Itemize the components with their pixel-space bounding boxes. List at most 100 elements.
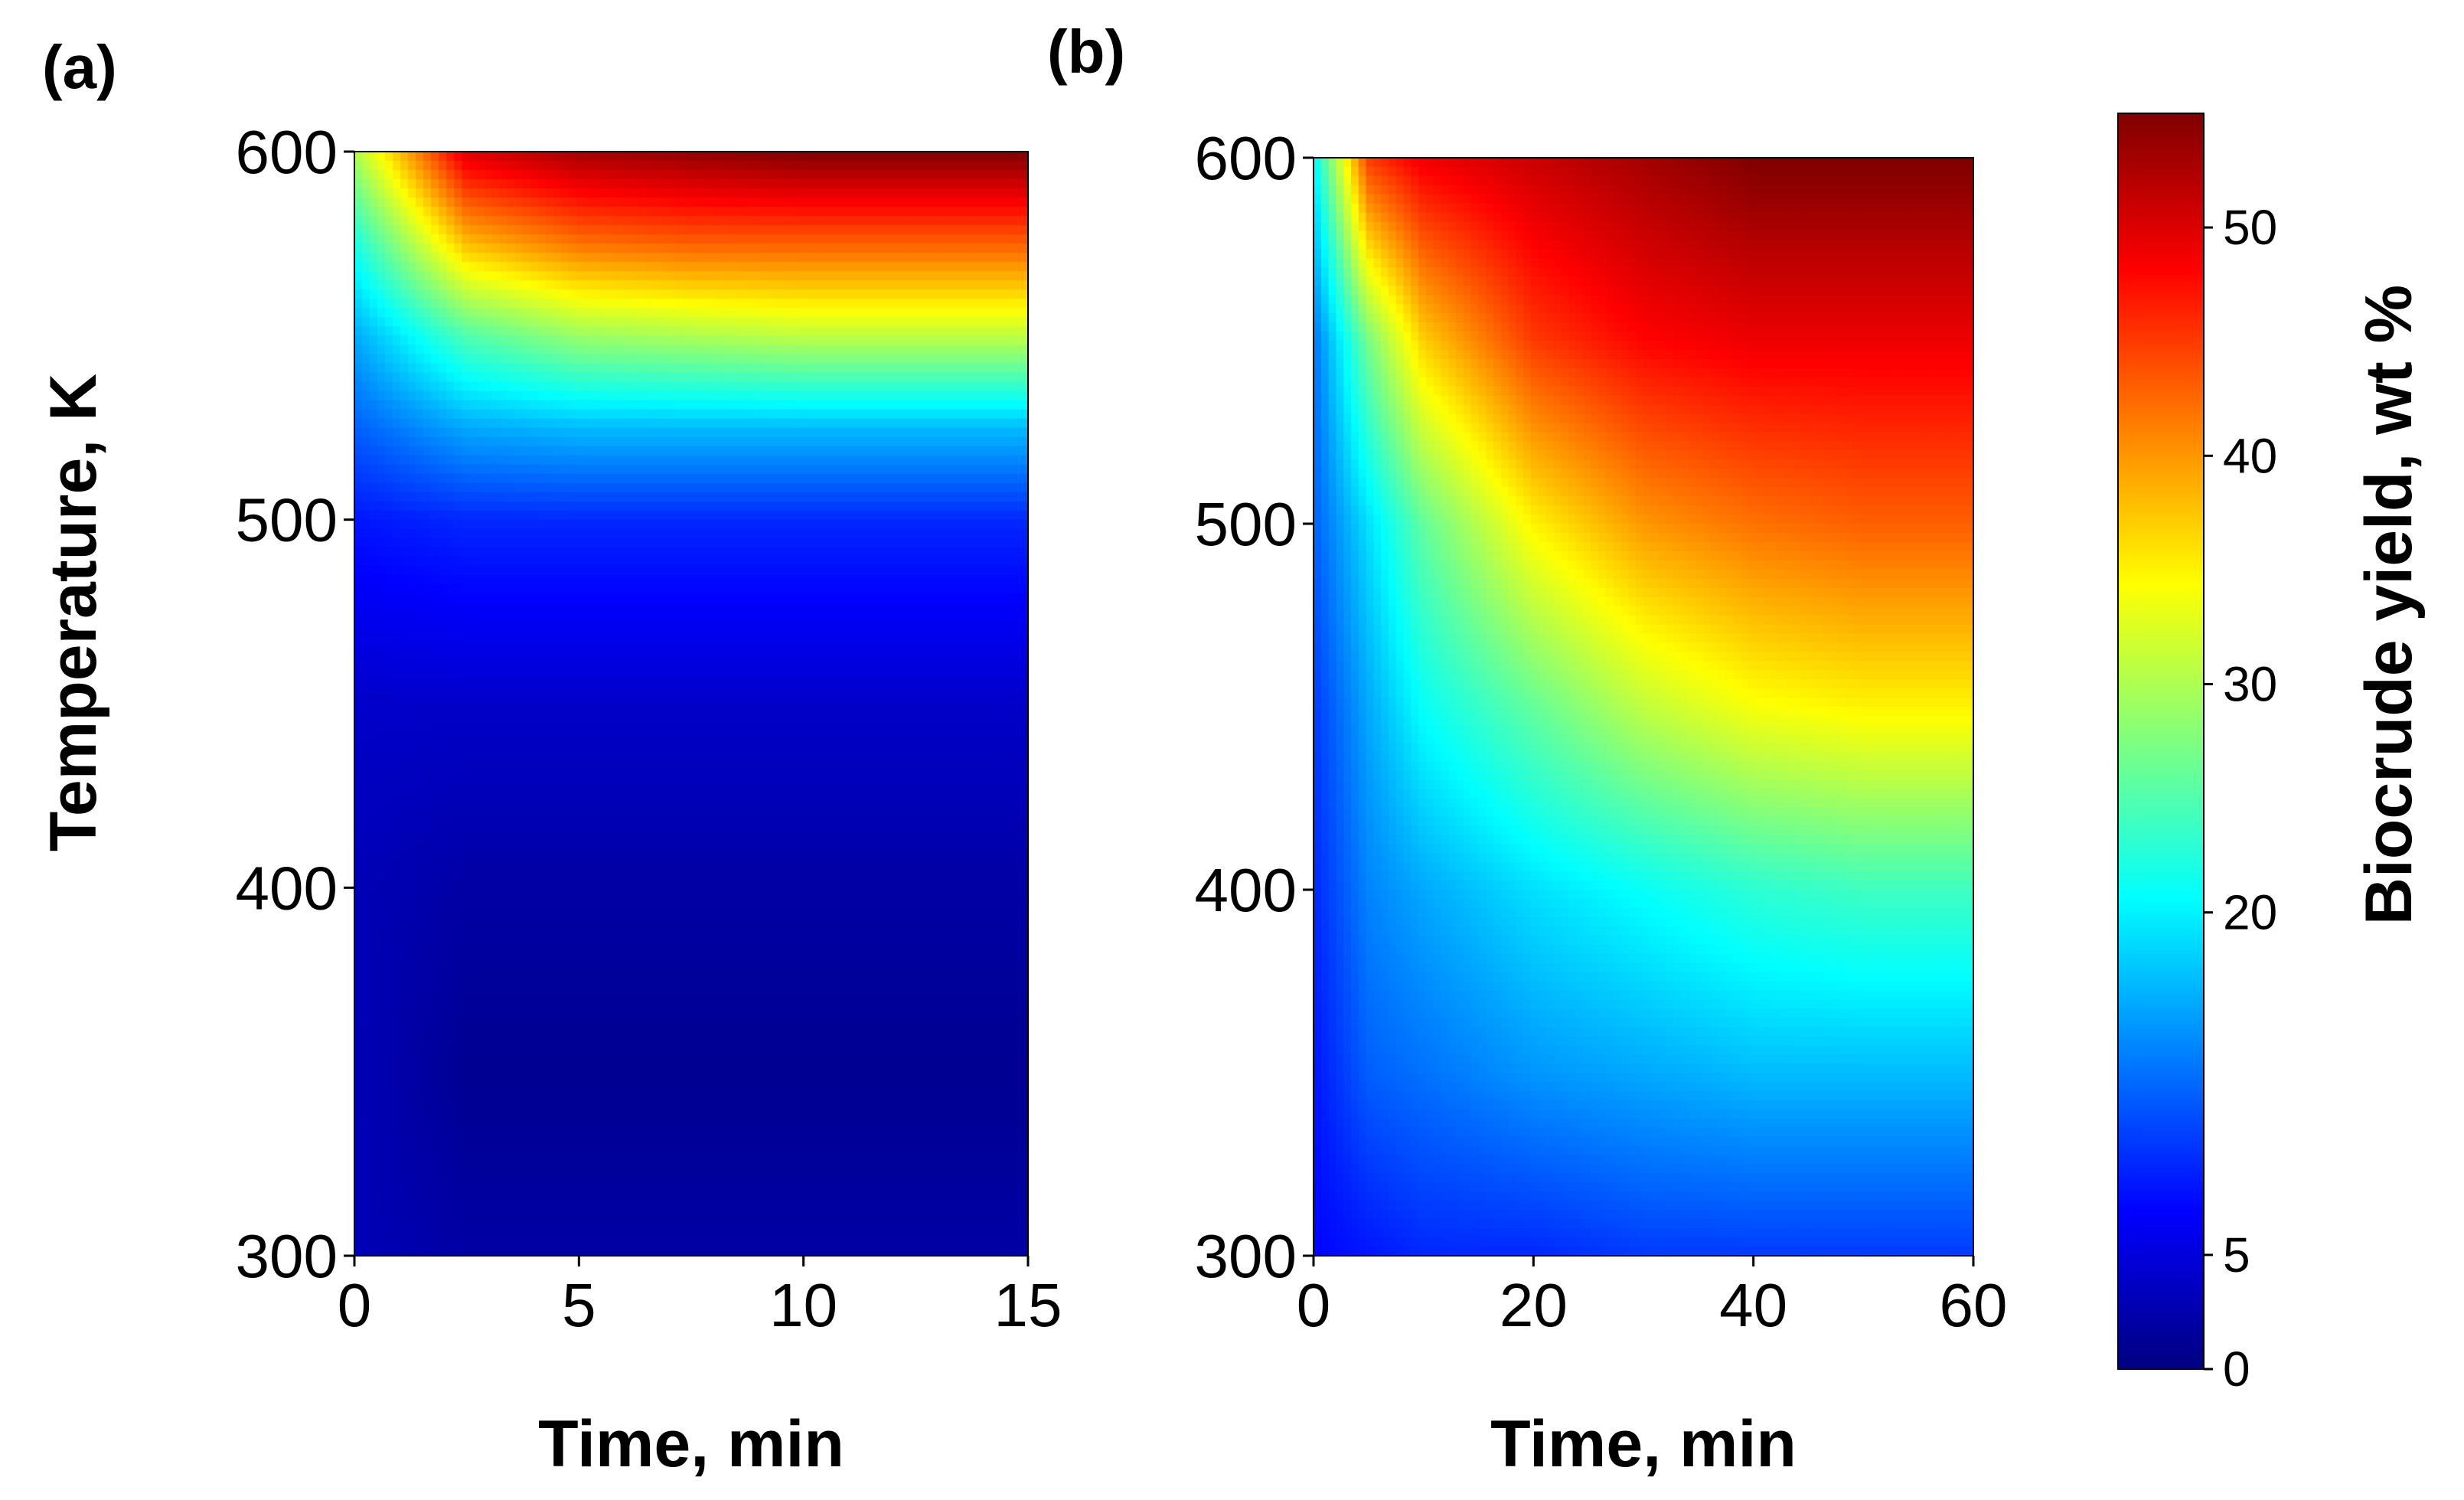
heatmap-cell — [699, 152, 707, 162]
heatmap-cell — [928, 418, 937, 429]
heatmap-cell — [599, 593, 608, 603]
heatmap-cell — [974, 593, 983, 603]
heatmap-cell — [439, 161, 447, 171]
heatmap-cell — [592, 335, 600, 345]
heatmap-cell — [630, 657, 638, 668]
heatmap-cell — [446, 234, 455, 244]
heatmap-cell — [622, 152, 631, 162]
heatmap-cell — [821, 299, 830, 309]
heatmap-cell — [814, 345, 822, 355]
heatmap-cell — [630, 152, 638, 162]
heatmap-cell — [775, 510, 784, 521]
heatmap-cell — [783, 528, 791, 539]
heatmap-cell — [485, 363, 493, 373]
heatmap-cell — [538, 455, 547, 466]
heatmap-cell — [1020, 519, 1029, 530]
heatmap-cell — [423, 464, 432, 475]
heatmap-cell — [622, 538, 631, 548]
heatmap-cell — [553, 152, 562, 162]
heatmap-cell — [752, 556, 761, 567]
heatmap-cell — [668, 455, 677, 466]
heatmap-cell — [599, 547, 608, 557]
heatmap-cell — [936, 262, 945, 272]
heatmap-cell — [354, 381, 363, 392]
heatmap-cell — [768, 602, 776, 613]
heatmap-cell — [745, 666, 753, 677]
heatmap-cell — [1020, 574, 1029, 585]
heatmap-cell — [936, 492, 945, 502]
heatmap-cell — [515, 464, 524, 475]
heatmap-cell — [944, 464, 952, 475]
heatmap-cell — [592, 326, 600, 336]
heatmap-cell — [768, 565, 776, 576]
heatmap-cell — [638, 639, 646, 649]
heatmap-cell — [377, 565, 386, 576]
heatmap-cell — [569, 354, 577, 364]
heatmap-cell — [530, 253, 539, 263]
heatmap-cell — [714, 243, 723, 253]
heatmap-cell — [775, 657, 784, 668]
heatmap-cell — [477, 455, 485, 466]
heatmap-cell — [852, 280, 860, 290]
heatmap-cell — [837, 629, 845, 640]
heatmap-cell — [944, 538, 952, 548]
heatmap-cell — [913, 161, 922, 171]
heatmap-cell — [936, 657, 945, 668]
heatmap-cell — [446, 556, 455, 567]
heatmap-cell — [454, 400, 462, 410]
heatmap-cell — [400, 657, 409, 668]
heatmap-cell — [875, 446, 883, 456]
heatmap-cell — [1020, 510, 1029, 521]
heatmap-cell — [921, 280, 929, 290]
heatmap-cell — [370, 574, 378, 585]
heatmap-cell — [699, 492, 707, 502]
heatmap-cell — [385, 391, 393, 401]
heatmap-cell — [829, 198, 837, 208]
heatmap-cell — [454, 161, 462, 171]
heatmap-cell — [668, 510, 677, 521]
heatmap-cell — [423, 216, 432, 226]
heatmap-cell — [951, 345, 960, 355]
heatmap-cell — [645, 280, 654, 290]
heatmap-cell — [599, 455, 608, 466]
heatmap-cell — [959, 648, 968, 658]
heatmap-cell — [729, 574, 738, 585]
heatmap-cell — [814, 473, 822, 484]
heatmap-cell — [714, 492, 723, 502]
heatmap-cell — [745, 188, 753, 198]
heatmap-cell — [1005, 391, 1013, 401]
heatmap-cell — [584, 528, 592, 539]
heatmap-cell — [691, 639, 700, 649]
heatmap-cell — [714, 501, 723, 511]
heatmap-cell — [729, 280, 738, 290]
heatmap-cell — [676, 538, 684, 548]
heatmap-cell — [806, 243, 814, 253]
heatmap-cell — [507, 446, 516, 456]
heatmap-cell — [400, 207, 409, 217]
heatmap-cell — [745, 225, 753, 235]
heatmap-cell — [446, 482, 455, 493]
heatmap-cell — [699, 363, 707, 373]
heatmap-cell — [775, 207, 784, 217]
heatmap-cell — [576, 161, 585, 171]
heatmap-cell — [615, 289, 623, 299]
heatmap-cell — [821, 583, 830, 594]
heatmap-cell — [592, 225, 600, 235]
heatmap-cell — [844, 225, 853, 235]
heatmap-cell — [1013, 326, 1021, 336]
heatmap-cell — [454, 280, 462, 290]
heatmap-cell — [515, 473, 524, 484]
heatmap-cell — [638, 262, 646, 272]
heatmap-cell — [370, 326, 378, 336]
heatmap-cell — [760, 593, 769, 603]
heatmap-cell — [997, 547, 1006, 557]
heatmap-cell — [707, 262, 715, 272]
heatmap-cell — [852, 482, 860, 493]
heatmap-cell — [530, 170, 539, 180]
heatmap-cell — [959, 372, 968, 383]
heatmap-cell — [913, 409, 922, 420]
heatmap-cell — [500, 473, 508, 484]
heatmap-cell — [737, 510, 746, 521]
heatmap-cell — [729, 253, 738, 263]
heatmap-cell — [707, 243, 715, 253]
